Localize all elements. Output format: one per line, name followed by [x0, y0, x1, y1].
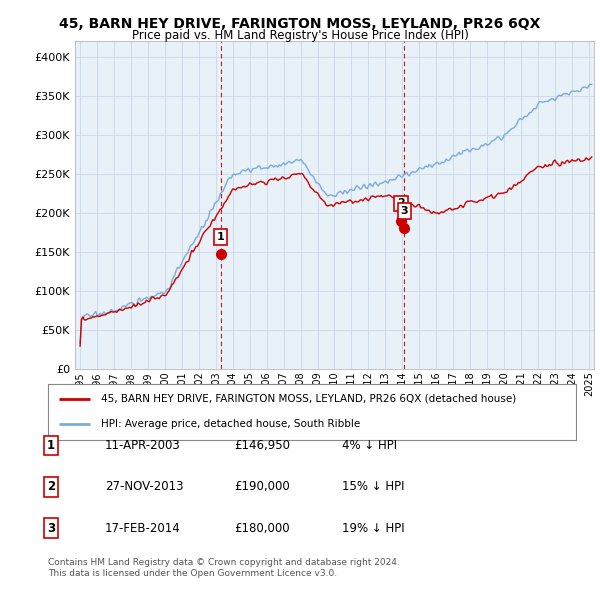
Text: 2: 2	[397, 198, 405, 208]
Text: £190,000: £190,000	[234, 480, 290, 493]
Text: 4% ↓ HPI: 4% ↓ HPI	[342, 439, 397, 452]
Text: 1: 1	[47, 439, 55, 452]
Text: 11-APR-2003: 11-APR-2003	[105, 439, 181, 452]
Text: 3: 3	[47, 522, 55, 535]
Text: 1: 1	[217, 232, 224, 242]
Text: 15% ↓ HPI: 15% ↓ HPI	[342, 480, 404, 493]
Text: Contains HM Land Registry data © Crown copyright and database right 2024.
This d: Contains HM Land Registry data © Crown c…	[48, 558, 400, 578]
Text: 17-FEB-2014: 17-FEB-2014	[105, 522, 181, 535]
Text: 2: 2	[47, 480, 55, 493]
Text: Price paid vs. HM Land Registry's House Price Index (HPI): Price paid vs. HM Land Registry's House …	[131, 30, 469, 42]
Text: 3: 3	[401, 206, 408, 217]
Text: 45, BARN HEY DRIVE, FARINGTON MOSS, LEYLAND, PR26 6QX: 45, BARN HEY DRIVE, FARINGTON MOSS, LEYL…	[59, 17, 541, 31]
Text: £146,950: £146,950	[234, 439, 290, 452]
Text: 19% ↓ HPI: 19% ↓ HPI	[342, 522, 404, 535]
Text: 27-NOV-2013: 27-NOV-2013	[105, 480, 184, 493]
Text: £180,000: £180,000	[234, 522, 290, 535]
Text: 45, BARN HEY DRIVE, FARINGTON MOSS, LEYLAND, PR26 6QX (detached house): 45, BARN HEY DRIVE, FARINGTON MOSS, LEYL…	[101, 394, 516, 404]
Text: HPI: Average price, detached house, South Ribble: HPI: Average price, detached house, Sout…	[101, 419, 360, 430]
